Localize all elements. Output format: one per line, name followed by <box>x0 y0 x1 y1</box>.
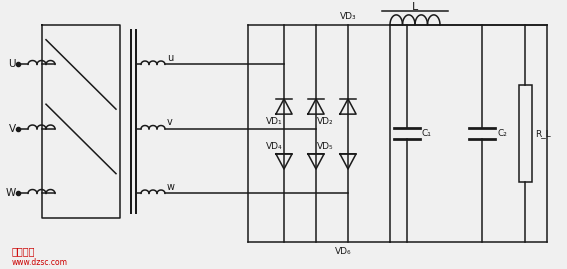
Text: VD₄: VD₄ <box>266 142 283 151</box>
Text: L: L <box>412 2 418 12</box>
Text: C₂: C₂ <box>497 129 507 138</box>
Text: VD₅: VD₅ <box>317 142 333 151</box>
Text: www.dzsc.com: www.dzsc.com <box>12 258 68 267</box>
Text: w: w <box>167 182 175 192</box>
Text: VD₁: VD₁ <box>266 117 283 126</box>
Text: C₁: C₁ <box>422 129 432 138</box>
Bar <box>518 84 531 182</box>
Text: R_L: R_L <box>535 129 551 138</box>
Text: VD₃: VD₃ <box>340 12 356 21</box>
Text: u: u <box>167 52 174 62</box>
Text: U: U <box>9 59 16 69</box>
Text: VD₆: VD₆ <box>335 247 352 256</box>
Text: V: V <box>9 124 16 134</box>
Text: v: v <box>167 117 173 127</box>
Text: 维库一下: 维库一下 <box>12 246 36 256</box>
Text: W: W <box>6 189 16 199</box>
Text: VD₂: VD₂ <box>317 117 333 126</box>
